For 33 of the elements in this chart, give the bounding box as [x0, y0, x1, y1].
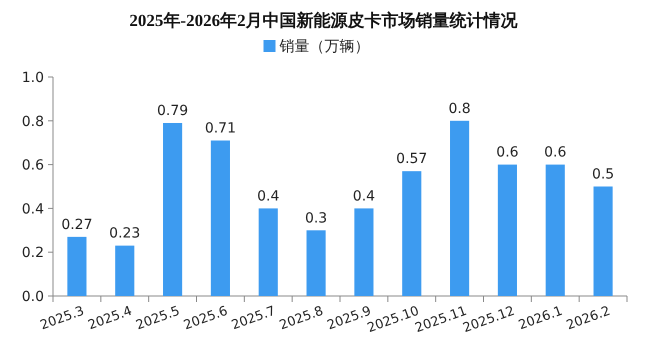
- data-label: 0.4: [352, 188, 376, 204]
- data-label: 0.4: [257, 188, 280, 204]
- chart-title: 2025年-2026年2月中国新能源皮卡市场销量统计情况: [129, 11, 519, 30]
- bar: [546, 164, 565, 296]
- 销量（万辆）: 0.27 0.23 0.79 0.71 0.4 0.3 0.4 0.57 0.8 0.6 0.6 0.5: [61, 100, 614, 296]
- bar: [258, 208, 278, 296]
- y-tick-label: 1.0: [22, 70, 44, 86]
- data-label: 0.3: [304, 210, 328, 226]
- bar: [498, 164, 517, 296]
- bar: [306, 230, 326, 296]
- bar: [210, 140, 230, 296]
- data-label: 0.6: [544, 144, 566, 161]
- bar: [402, 171, 422, 296]
- bar: [115, 246, 134, 296]
- y-tick-label: 0.6: [22, 158, 44, 174]
- data-label: 0.23: [109, 226, 140, 242]
- bar: [450, 120, 470, 296]
- bar: [67, 236, 86, 296]
- data-label: 0.8: [448, 100, 471, 117]
- y-tick-label: 0.4: [22, 201, 44, 218]
- data-label: 0.6: [496, 144, 519, 161]
- data-label: 0.79: [156, 102, 188, 119]
- y-tick-label: 0.2: [22, 245, 44, 262]
- bar: [594, 186, 613, 296]
- data-label: 0.57: [396, 151, 428, 168]
- data-label: 0.27: [61, 216, 93, 233]
- y-tick-label: 0.0: [22, 289, 44, 305]
- legend-label: 销量（万辆）: [278, 37, 370, 55]
- data-label: 0.71: [204, 120, 236, 137]
- y-tick-label: 0.8: [22, 114, 44, 130]
- bar: [354, 208, 374, 296]
- data-label: 0.5: [592, 166, 614, 182]
- bar: [163, 122, 182, 296]
